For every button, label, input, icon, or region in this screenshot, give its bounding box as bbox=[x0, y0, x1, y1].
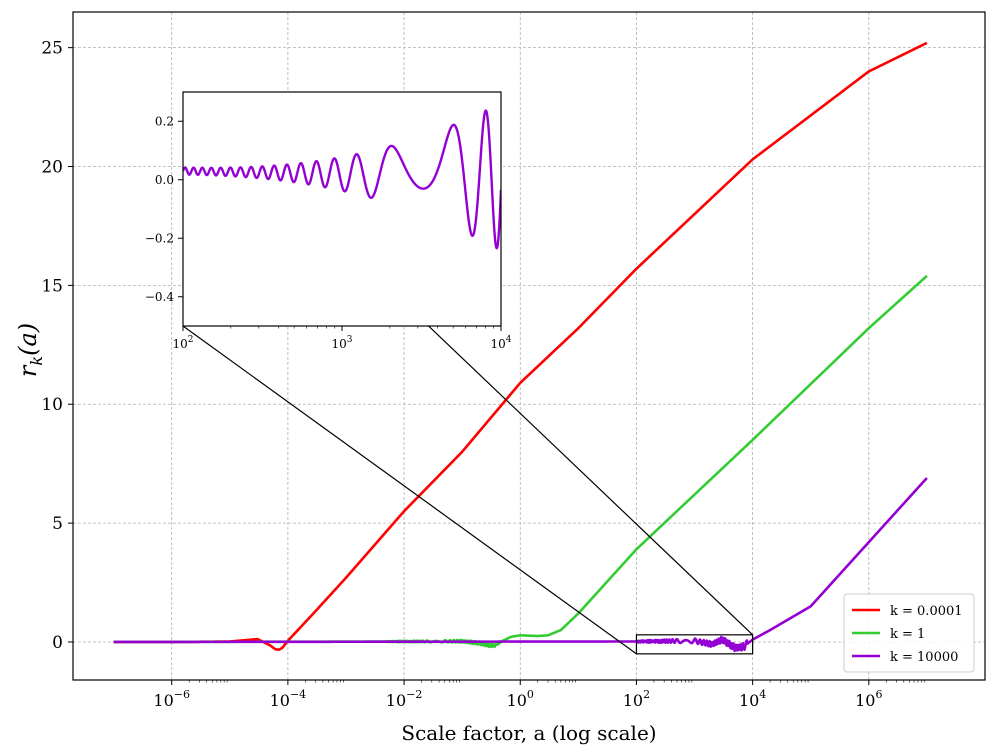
x-tick-label: 10−6 bbox=[153, 688, 190, 710]
zoom-rectangle bbox=[635, 634, 754, 655]
x-tick-label: 106 bbox=[855, 688, 882, 710]
series-line-0 bbox=[112, 41, 928, 652]
inset-background bbox=[183, 92, 501, 326]
x-tick-label: 102 bbox=[623, 688, 650, 710]
y-axis-label: rk(a) bbox=[14, 323, 46, 377]
x-tick-label: 104 bbox=[739, 688, 766, 710]
legend-box bbox=[843, 593, 975, 673]
y-tick-label: 25 bbox=[41, 39, 63, 59]
x-tick-label: 100 bbox=[507, 688, 534, 710]
x-ticks: 10−6 10−4 10−2 100 102 104 106 bbox=[153, 680, 925, 710]
inset-y-tick-label: −0.4 bbox=[145, 290, 175, 304]
y-tick-label: 5 bbox=[52, 514, 63, 534]
inset-series-line bbox=[183, 109, 501, 250]
legend: k = 0.0001 k = 1 k = 10000 bbox=[843, 593, 975, 673]
inset-plot: 102 103 104 0.2 0.0 −0.2 −0.4 bbox=[145, 91, 512, 351]
inset-x-tick-label: 102 bbox=[172, 335, 193, 351]
inset-y-tick-label: 0.0 bbox=[155, 173, 174, 187]
x-tick-label: 10−2 bbox=[386, 688, 423, 710]
series-line-2 bbox=[112, 477, 928, 653]
y-tick-label: 0 bbox=[52, 633, 63, 653]
zoom-connector-line bbox=[182, 325, 637, 655]
legend-label-1: k = 1 bbox=[890, 627, 925, 642]
inset-x-tick-label: 104 bbox=[490, 335, 511, 351]
legend-label-2: k = 10000 bbox=[890, 650, 958, 665]
y-tick-label: 10 bbox=[41, 395, 63, 415]
y-ticks: 0 5 10 15 20 25 bbox=[41, 39, 73, 653]
series-layer bbox=[112, 41, 928, 653]
x-tick-label: 10−4 bbox=[270, 688, 307, 710]
inset-y-tick-label: 0.2 bbox=[155, 114, 174, 128]
y-tick-label: 15 bbox=[41, 276, 63, 296]
inset-y-tick-label: −0.2 bbox=[145, 231, 174, 245]
plot-frame bbox=[72, 11, 986, 681]
legend-label-0: k = 0.0001 bbox=[890, 604, 963, 619]
y-tick-label: 20 bbox=[41, 158, 63, 178]
x-axis-label: Scale factor, a (log scale) bbox=[401, 721, 656, 745]
inset-x-tick-label: 103 bbox=[331, 335, 352, 351]
